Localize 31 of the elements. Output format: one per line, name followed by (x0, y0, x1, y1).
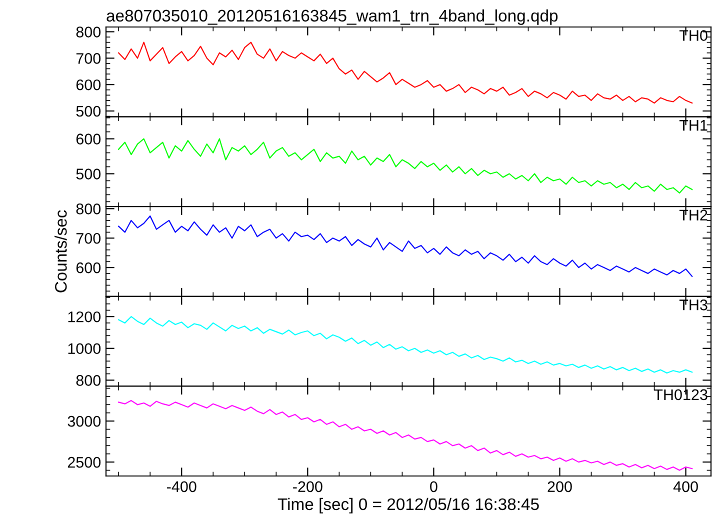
x-axis-title: Time [sec] 0 = 2012/05/16 16:38:45 (278, 498, 539, 514)
y-tick-label: 600 (76, 79, 101, 90)
y-tick-label: 500 (76, 106, 101, 117)
y-tick-label: 800 (76, 26, 101, 38)
y-tick-label: 800 (76, 204, 101, 214)
y-tick-label: 700 (76, 232, 101, 244)
y-axis-title: Counts/sec (54, 210, 67, 292)
text: TH1 (679, 120, 708, 131)
y-tick-label: 700 (76, 53, 101, 64)
y-tick-label: 1200 (68, 311, 101, 322)
y-tick-label: 2500 (68, 456, 101, 468)
text: TH0 (679, 30, 708, 41)
y-tick-label: 1000 (68, 343, 101, 354)
x-tick-label: 400 (673, 481, 698, 492)
line-series (118, 138, 693, 194)
y-tick-label: 3000 (68, 416, 101, 427)
chart-title: ae807035010_20120516163845_wam1_trn_4band_long.qdp (106, 9, 558, 25)
y-tick-label: 600 (76, 262, 101, 274)
line-series (118, 400, 693, 471)
line-series (118, 42, 693, 104)
y-tick-label: 800 (76, 375, 101, 386)
x-tick-label: -400 (167, 481, 196, 492)
x-tick-label: -200 (293, 481, 322, 492)
x-tick-label: 0 (430, 481, 438, 492)
line-series (118, 316, 693, 374)
text: TH2 (679, 210, 708, 220)
text: TH3 (679, 299, 708, 310)
y-tick-label: 500 (76, 168, 101, 180)
x-tick-label: 200 (548, 481, 572, 492)
y-tick-label: 600 (76, 134, 101, 144)
text: TH0123 (654, 389, 708, 400)
